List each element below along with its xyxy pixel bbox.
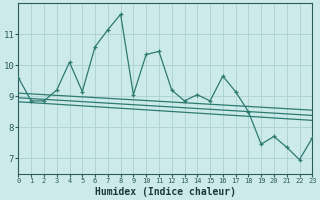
X-axis label: Humidex (Indice chaleur): Humidex (Indice chaleur): [95, 186, 236, 197]
